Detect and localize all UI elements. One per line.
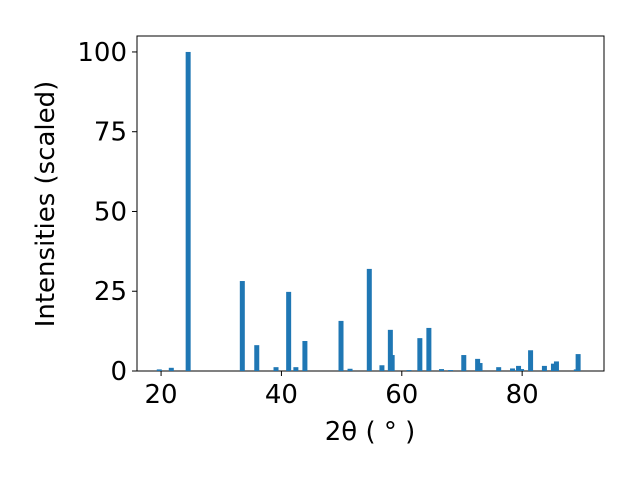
bar: [366, 268, 372, 371]
y-axis-label: Intensities (scaled): [31, 81, 61, 328]
bar: [406, 370, 412, 371]
bar: [273, 367, 279, 371]
bar: [426, 327, 432, 371]
bar: [379, 365, 385, 371]
bar: [528, 350, 534, 371]
bar: [293, 367, 299, 371]
bar: [185, 51, 191, 371]
bar: [516, 365, 522, 371]
bar: [389, 355, 395, 371]
bar: [553, 361, 559, 371]
bar: [541, 365, 547, 371]
bar: [387, 329, 393, 371]
bar: [239, 281, 245, 371]
bar: [477, 363, 483, 371]
bar: [417, 338, 423, 371]
y-tick-label: 100: [77, 38, 127, 68]
x-tick-label: 20: [145, 380, 178, 410]
bar: [510, 368, 516, 371]
x-axis-label: 2θ ( ° ): [325, 417, 416, 447]
bar: [439, 369, 445, 371]
x-tick-label: 60: [385, 380, 418, 410]
y-tick-label: 50: [94, 197, 127, 227]
bar: [168, 367, 174, 371]
bar: [496, 367, 502, 371]
bar: [347, 368, 353, 371]
y-tick-label: 0: [110, 357, 127, 387]
x-tick-label: 80: [506, 380, 539, 410]
bar: [254, 345, 260, 371]
bar: [461, 355, 467, 371]
bar: [338, 320, 344, 371]
bar: [519, 369, 525, 371]
bar: [286, 291, 292, 371]
bar: [575, 354, 581, 371]
bar: [302, 341, 308, 371]
y-tick-label: 75: [94, 118, 127, 148]
x-tick-label: 40: [265, 380, 298, 410]
bar: [550, 363, 556, 371]
bar: [448, 370, 454, 371]
bar: [156, 369, 162, 371]
y-tick-label: 25: [94, 277, 127, 307]
